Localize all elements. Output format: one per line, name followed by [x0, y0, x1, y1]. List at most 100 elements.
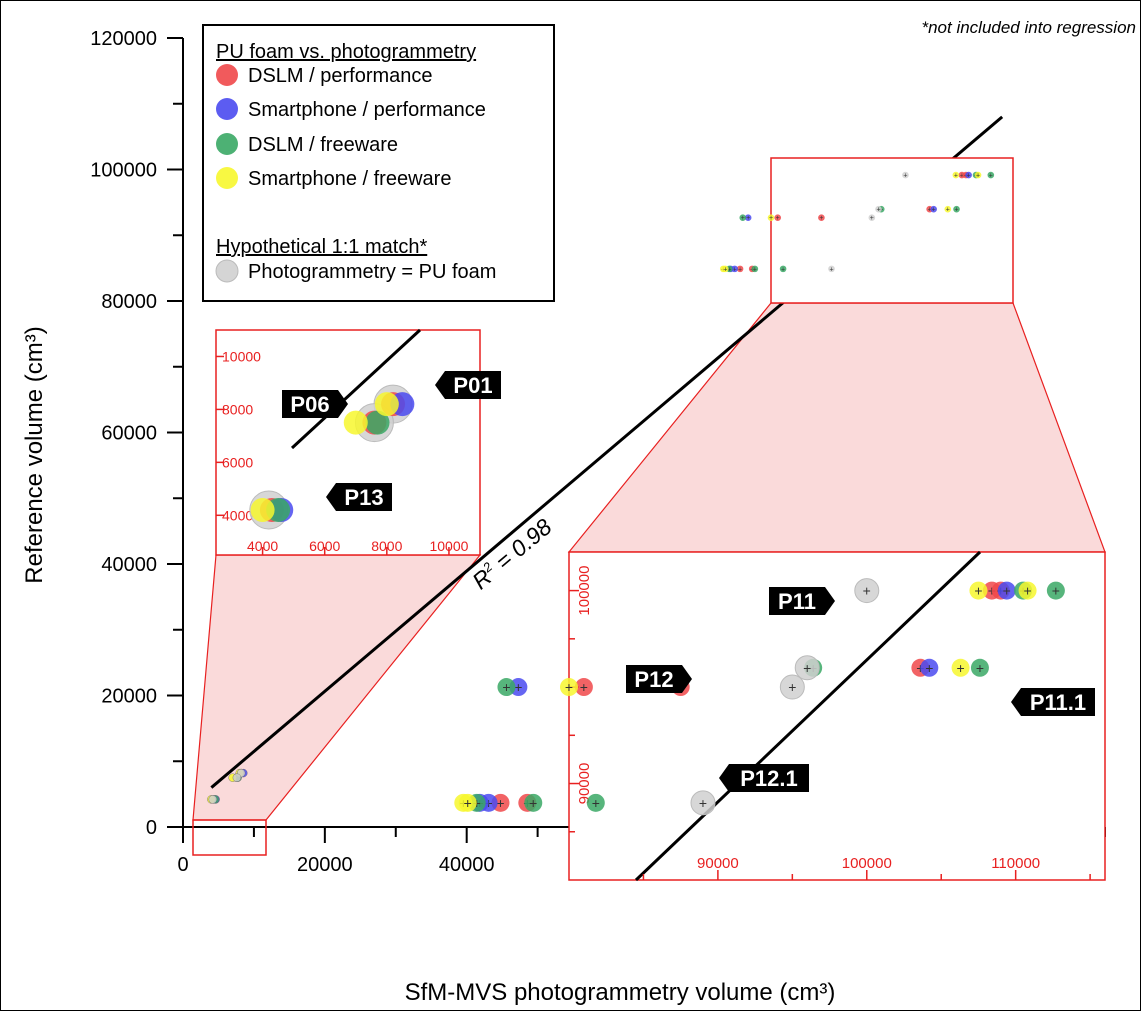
legend-entries: DSLM / performance Smartphone / performan… — [215, 64, 496, 283]
data-point-cross: + — [529, 795, 537, 811]
point-label-tag — [435, 371, 501, 399]
data-point-cross: + — [699, 795, 707, 811]
point-label: P12.1 — [740, 766, 798, 791]
y-tick-label: 40000 — [101, 554, 157, 576]
inset2-x-tick-label: 110000 — [991, 855, 1040, 872]
inset1-y-tick-label: 4000 — [222, 507, 253, 523]
x-tick-label: 0 — [177, 854, 188, 876]
data-point — [974, 171, 982, 179]
data-point — [953, 205, 960, 213]
data-point — [751, 265, 759, 273]
data-point — [930, 205, 937, 213]
y-tick-label: 80000 — [101, 291, 157, 313]
data-point — [458, 793, 477, 812]
data-point — [574, 678, 593, 697]
point-label-tag — [626, 665, 692, 693]
data-point-cross: + — [769, 215, 773, 222]
data-point — [854, 578, 880, 604]
data-point-cross: + — [592, 795, 600, 811]
data-point — [779, 265, 787, 273]
data-point-cross: + — [925, 660, 933, 676]
point-label: P01 — [453, 373, 492, 398]
zoom-box-small — [192, 819, 267, 856]
data-point-cross: + — [976, 660, 984, 676]
data-point — [739, 214, 747, 222]
legend-marker — [215, 259, 239, 283]
data-point — [965, 171, 972, 179]
point-label-tag — [1011, 688, 1095, 716]
data-point-cross: + — [803, 660, 811, 676]
data-point — [374, 392, 399, 417]
data-point-cross: + — [954, 173, 958, 180]
data-point — [868, 214, 876, 222]
data-point — [779, 674, 805, 700]
y-tick-label: 60000 — [101, 423, 157, 445]
data-point — [586, 793, 605, 812]
inset1-ticks: 4000 6000 8000 10000 4000 6000 8000 10000 — [216, 348, 469, 555]
data-point-cross: + — [502, 679, 510, 695]
inset2-regression-line — [634, 550, 982, 882]
data-point-cross: + — [514, 679, 522, 695]
data-point — [524, 793, 543, 812]
y-ticks: 0 20000 40000 60000 80000 100000 120000 — [90, 28, 183, 839]
point-label-tag — [282, 390, 348, 418]
inset1-labels: P01 P06 P13 — [282, 371, 501, 511]
inset2-ticks: 90000 100000 110000 90000 100000 — [569, 566, 1091, 880]
data-point-cross: + — [928, 207, 932, 214]
point-label: P06 — [290, 392, 329, 417]
data-point-cross: + — [733, 266, 737, 273]
data-point-cross: + — [776, 215, 780, 222]
data-point-cross: + — [788, 679, 796, 695]
data-point-cross: + — [956, 660, 964, 676]
data-point — [794, 655, 820, 681]
data-point — [744, 214, 752, 222]
point-label-tag — [326, 483, 392, 511]
data-point-cross: + — [819, 215, 823, 222]
data-point — [767, 214, 775, 222]
inset2-y-tick-label: 90000 — [576, 763, 593, 805]
inset2-x-tick-label: 100000 — [842, 855, 892, 872]
x-tick-label: 20000 — [297, 854, 353, 876]
point-label: P11.1 — [1030, 690, 1086, 715]
legend-entry-label: DSLM / freeware — [248, 134, 398, 156]
zoom-cone-large — [567, 302, 1106, 553]
legend-entry-label: Smartphone / performance — [248, 99, 486, 121]
inset1-x-tick-label: 6000 — [309, 538, 340, 554]
point-label-tag — [719, 764, 809, 792]
data-point-cross: + — [753, 266, 757, 273]
data-point — [818, 214, 825, 222]
data-point-cross: + — [960, 173, 964, 180]
data-point-cross: + — [976, 173, 980, 180]
data-point-cross: + — [580, 679, 588, 695]
data-point-cross: + — [741, 215, 745, 222]
inset1-y-tick-label: 10000 — [222, 348, 261, 364]
data-point — [250, 498, 275, 522]
data-point — [343, 410, 368, 435]
inset1-y-tick-label: 8000 — [222, 401, 253, 417]
point-label: P13 — [344, 485, 383, 510]
data-point-cross: + — [1052, 583, 1060, 599]
data-point — [560, 678, 578, 697]
data-point-cross: + — [1023, 583, 1031, 599]
y-tick-label: 20000 — [101, 686, 157, 708]
data-point-cross: + — [829, 266, 833, 273]
data-point-cross: + — [932, 207, 936, 214]
data-point — [920, 658, 939, 677]
data-point-cross: + — [954, 207, 958, 214]
y-tick-label: 100000 — [90, 160, 157, 182]
data-point — [690, 790, 716, 816]
data-point-cross: + — [565, 679, 573, 695]
data-point-cross: + — [870, 215, 874, 222]
data-point — [721, 265, 729, 273]
inset2-frame — [568, 551, 1106, 881]
x-tick-label: 40000 — [439, 854, 495, 876]
data-point-cross: + — [974, 583, 982, 599]
legend-heading-1: PU foam vs. photogrammetry — [216, 41, 476, 63]
inset2-points: ++++++++++++++++++++++++++++++ — [454, 578, 1065, 816]
data-point — [736, 265, 744, 273]
inset2-labels: P11 P11.1 P12 P12.1 — [626, 587, 1095, 792]
